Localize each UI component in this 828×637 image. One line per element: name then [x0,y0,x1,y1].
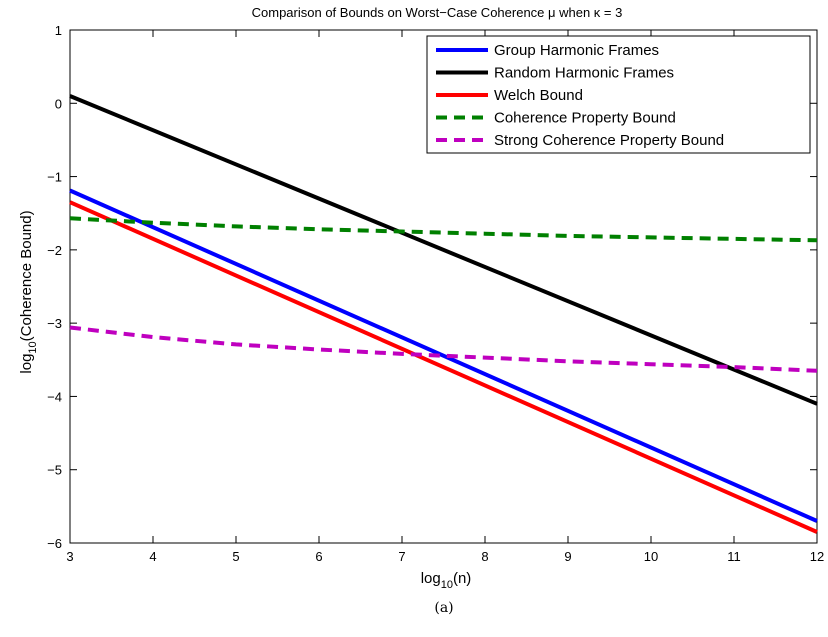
x-axis-label-sub: 10 [441,579,453,591]
legend-label: Welch Bound [494,87,583,104]
x-tick-label: 9 [564,549,571,564]
x-tick-label: 8 [481,549,488,564]
series-group [69,94,818,534]
y-axis-label-suffix: (Coherence Bound) [18,210,35,341]
x-tick-label: 6 [315,549,322,564]
figure-caption: (a) [434,600,453,616]
legend-label: Group Harmonic Frames [494,42,659,59]
x-tick-label: 3 [66,549,73,564]
x-axis-label-prefix: log [421,570,441,587]
chart-title: Comparison of Bounds on Worst−Case Coher… [252,5,623,20]
legend-items: Group Harmonic Frames Random Harmonic Fra… [436,42,724,149]
series-line-coherence-property-bound [69,216,818,243]
x-tick-label: 4 [149,549,156,564]
x-tick-label: 10 [644,549,658,564]
x-axis-label-suffix: (n) [453,570,471,587]
y-axis-label: log10(Coherence Bound) [18,210,39,373]
y-tick-label: −1 [47,170,62,185]
series-line-group-harmonic-frames [69,188,818,523]
series-line-welch-bound [69,200,818,534]
legend-label: Coherence Property Bound [494,110,676,127]
x-tick-label: 5 [232,549,239,564]
y-tick-label: −2 [47,243,62,258]
y-tick-label: −5 [47,463,62,478]
y-tick-label: −6 [47,536,62,551]
y-tick-label: −4 [47,389,62,404]
y-axis-label-sub: 10 [27,341,39,353]
x-tick-label: 12 [810,549,824,564]
legend-label: Random Harmonic Frames [494,65,674,82]
y-tick-label: 1 [55,23,62,38]
y-tick-label: −3 [47,316,62,331]
legend-label: Strong Coherence Property Bound [494,132,724,149]
x-tick-label: 11 [727,549,741,564]
y-tick-label: 0 [55,96,62,111]
x-axis-label: log10(n) [421,570,472,591]
series-line-random-harmonic-frames [69,94,818,406]
legend-box [426,35,811,154]
y-axis-label-prefix: log [18,354,35,374]
x-tick-label: 7 [398,549,405,564]
legend: Group Harmonic Frames Random Harmonic Fra… [426,35,811,154]
